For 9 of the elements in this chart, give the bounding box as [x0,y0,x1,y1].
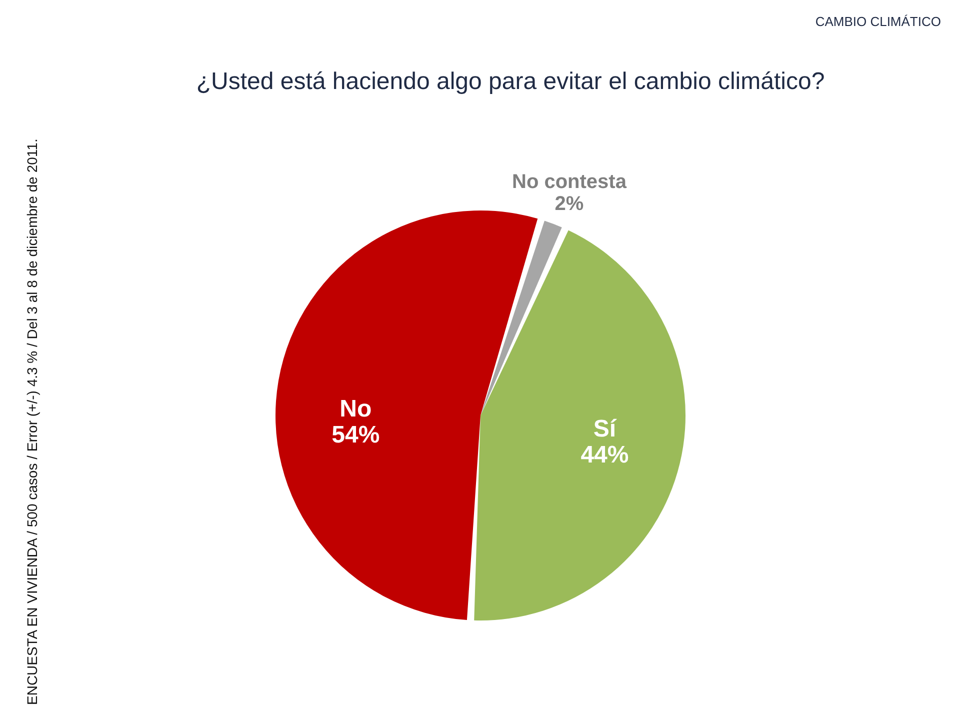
text: ENCUESTA EN VIVIENDA / 500 casos / Error (+/-) 4.3 % / Del 3 al 8 de diciembre de 2011. [24,138,40,705]
slice-label: No [340,395,372,422]
text: CAMBIO CLIMÁTICO [815,14,941,29]
data-label: 2% [554,192,584,215]
slice-label: Sí [593,415,618,442]
data-label: 54% [332,421,380,448]
slice-label: No contesta [512,170,628,193]
chart-title: ¿Usted está haciendo algo para evitar el cambio climático? [196,68,825,95]
data-label: 44% [580,441,629,468]
